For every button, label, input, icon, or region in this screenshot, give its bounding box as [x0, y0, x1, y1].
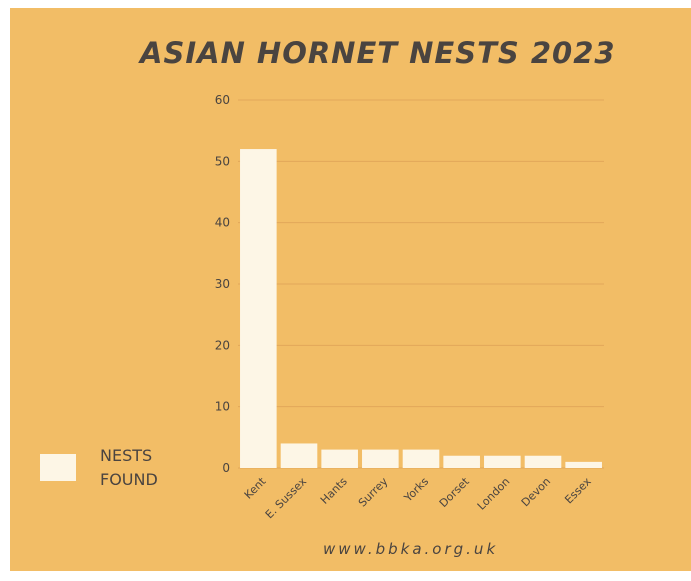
y-tick-label: 50: [215, 154, 230, 168]
legend: NESTS FOUND: [40, 444, 190, 494]
y-tick-label: 30: [215, 277, 230, 291]
bar-devon: [524, 455, 562, 468]
y-tick-label: 40: [215, 216, 230, 230]
x-tick-label: Yorks: [401, 475, 431, 505]
bar-yorks: [402, 449, 440, 468]
legend-label: NESTS FOUND: [100, 446, 158, 489]
bar-london: [484, 455, 521, 468]
y-tick-label: 60: [215, 93, 230, 107]
y-tick-label: 20: [215, 338, 230, 352]
chart-title: ASIAN HORNET NESTS 2023: [140, 36, 616, 70]
bar-e-sussex: [280, 443, 318, 468]
bars: [240, 149, 602, 469]
x-tick-label: Hants: [318, 475, 350, 507]
bar-surrey: [362, 449, 399, 468]
x-tick-label: Devon: [519, 475, 553, 509]
x-tick-label: Surrey: [356, 475, 391, 510]
chart-panel: [10, 8, 691, 571]
x-tick-label: E. Sussex: [263, 475, 310, 522]
y-tick-label: 10: [215, 400, 230, 414]
x-tick-label: Dorset: [437, 474, 473, 510]
bar-hants: [321, 449, 358, 468]
source-url: www.bbka.org.uk: [323, 540, 499, 558]
x-tick-label: London: [475, 475, 513, 513]
bar-kent: [240, 149, 277, 469]
bar-dorset: [443, 455, 480, 468]
bar-essex: [565, 461, 602, 468]
x-tick-label: Kent: [242, 474, 269, 501]
grid-lines: [238, 99, 604, 469]
y-axis-ticks: 0 10 20 30 40 50 60: [215, 93, 230, 475]
y-tick-label: 0: [222, 461, 230, 475]
legend-swatch: [40, 454, 76, 481]
x-tick-label: Essex: [562, 475, 594, 507]
